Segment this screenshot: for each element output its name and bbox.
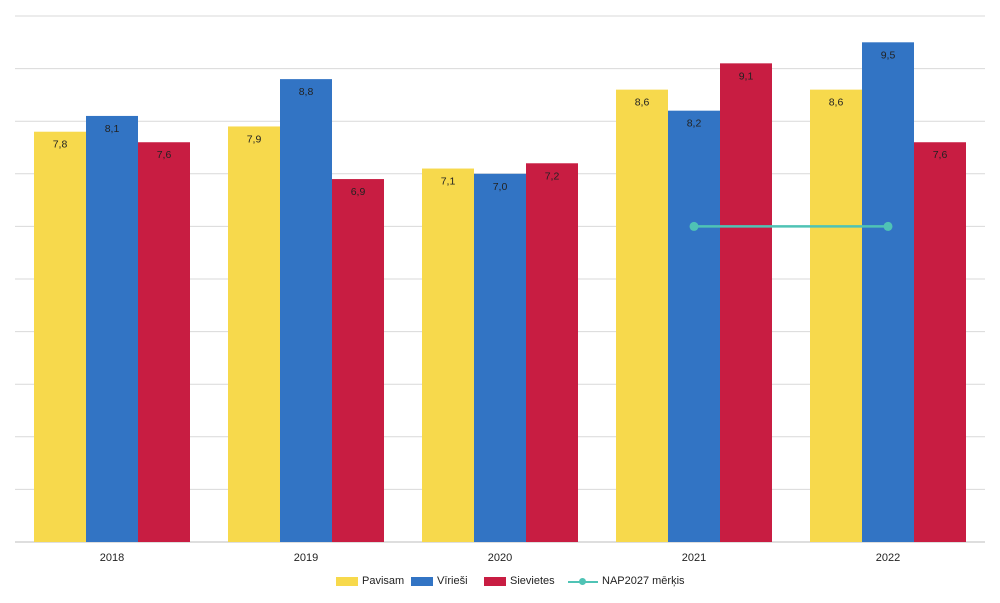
x-tick-label: 2022 [876, 552, 900, 564]
target-line-marker [883, 221, 893, 231]
data-label: 8,6 [635, 97, 650, 109]
data-label: 8,1 [105, 123, 120, 135]
data-label: 6,9 [351, 186, 366, 198]
legend-label-pavisam: Pavisam [362, 575, 405, 587]
bars: 7,8 8,1 7,6 7,9 8,8 6,9 7,1 7,0 7,2 8,6 8,2 9,1 8,6 9… [34, 42, 966, 543]
bar-v-rie-i-2018 [86, 115, 138, 542]
bar-v-rie-i-2019 [280, 79, 332, 543]
legend-swatch-virieši [411, 576, 433, 586]
x-tick-label: 2020 [488, 552, 512, 564]
bar-pavisam-2019 [228, 126, 280, 543]
bar-sievietes-2019 [332, 179, 384, 542]
x-axis-ticks: 2018 2019 2020 2021 2022 [100, 552, 900, 564]
legend: Pavisam Vīrieši Sievietes NAP2027 mērķis [0, 575, 1000, 591]
data-label: 7,6 [933, 149, 948, 161]
data-label: 7,0 [493, 181, 508, 193]
legend-swatch-nap2027 [568, 577, 598, 586]
data-label: 7,9 [247, 133, 262, 145]
target-line-marker [689, 221, 699, 231]
x-tick-label: 2018 [100, 552, 124, 564]
bar-v-rie-i-2022 [862, 42, 914, 543]
bar-sievietes-2018 [138, 142, 190, 543]
data-label: 9,5 [881, 49, 896, 61]
legend-swatch-pavisam [336, 576, 358, 586]
legend-item-nap2027: NAP2027 mērķis [568, 575, 685, 587]
bar-v-rie-i-2020 [474, 173, 526, 543]
data-label: 7,1 [441, 176, 456, 188]
legend-item-pavisam: Pavisam [336, 575, 404, 587]
target-line [689, 221, 893, 231]
legend-label-nap2027: NAP2027 mērķis [602, 575, 685, 587]
data-label: 8,2 [687, 118, 702, 130]
bar-pavisam-2022 [810, 89, 862, 542]
data-label: 8,6 [829, 97, 844, 109]
bar-sievietes-2022 [914, 142, 966, 543]
bar-pavisam-2018 [34, 131, 86, 542]
data-label: 9,1 [739, 70, 754, 82]
x-tick-label: 2021 [682, 552, 706, 564]
bar-chart: 7,8 8,1 7,6 7,9 8,8 6,9 7,1 7,0 7,2 8,6 8,2 9,1 8,6 9… [15, 15, 985, 564]
data-label: 7,6 [157, 149, 172, 161]
legend-label-virieši: Vīrieši [437, 575, 468, 587]
bar-v-rie-i-2021 [668, 110, 720, 543]
data-label: 7,2 [545, 170, 560, 182]
x-tick-label: 2019 [294, 552, 318, 564]
data-label: 7,8 [53, 139, 68, 151]
legend-label-sievietes: Sievietes [510, 575, 555, 587]
bar-sievietes-2021 [720, 63, 772, 543]
legend-item-sievietes: Sievietes [484, 575, 555, 587]
legend-swatch-sievietes [484, 576, 506, 586]
bar-pavisam-2020 [422, 168, 474, 543]
bar-pavisam-2021 [616, 89, 668, 542]
legend-item-virieši: Vīrieši [411, 575, 468, 587]
bar-sievietes-2020 [526, 163, 578, 542]
data-label: 8,8 [299, 86, 314, 98]
